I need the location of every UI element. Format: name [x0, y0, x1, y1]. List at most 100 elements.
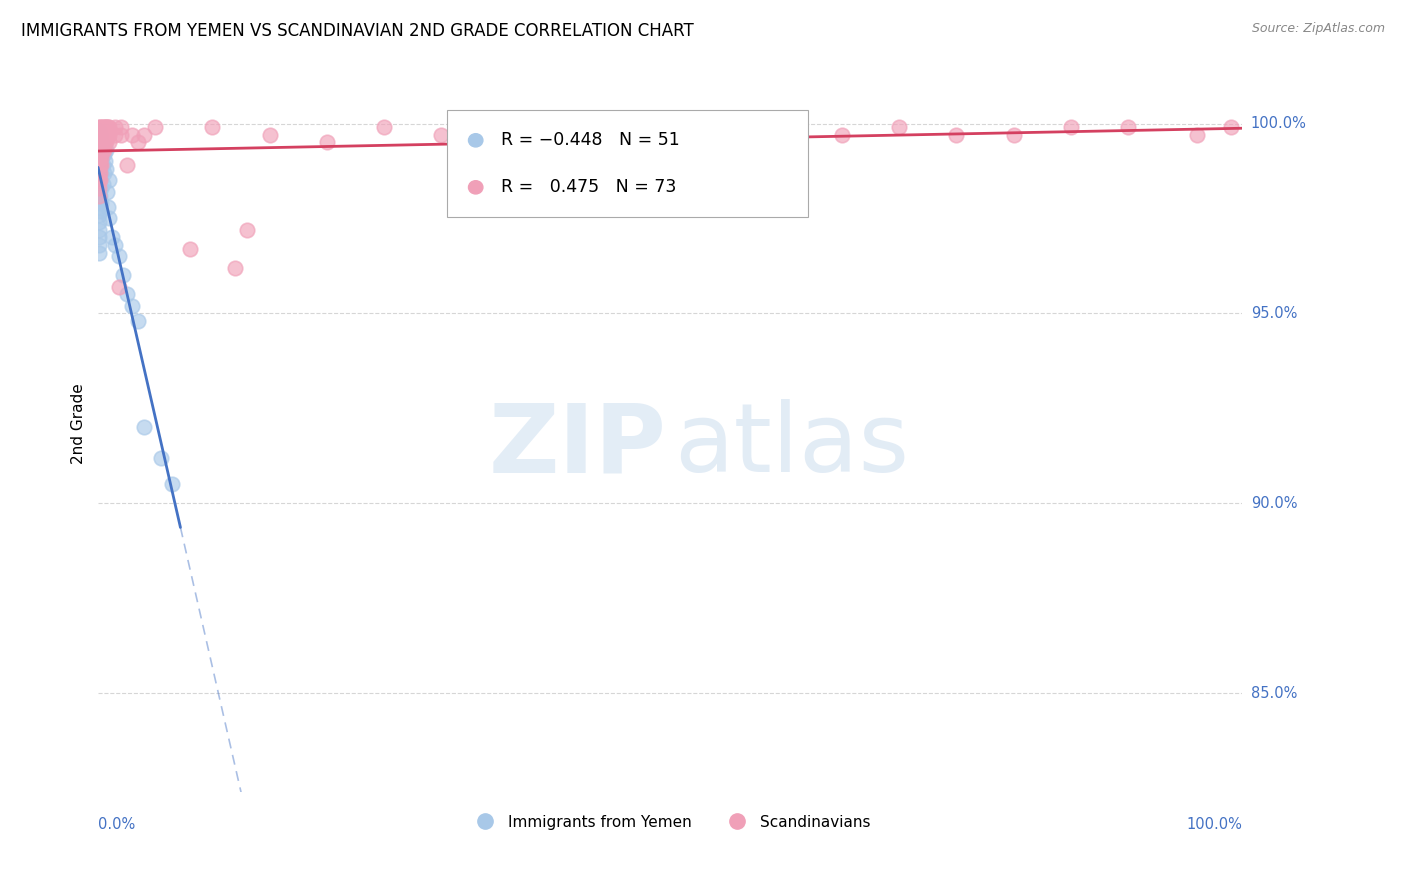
Point	[89, 139, 111, 153]
Point	[179, 242, 201, 256]
Point	[90, 136, 112, 150]
FancyBboxPatch shape	[447, 111, 807, 218]
Point	[98, 173, 121, 187]
Point	[1220, 120, 1243, 135]
Point	[93, 147, 115, 161]
Point	[96, 120, 118, 135]
Text: R =   0.475   N = 73: R = 0.475 N = 73	[501, 178, 676, 196]
Point	[89, 143, 111, 157]
Point	[98, 120, 121, 135]
Point	[89, 120, 111, 135]
Point	[89, 120, 111, 135]
Point	[91, 120, 114, 135]
Point	[89, 188, 111, 202]
Point	[89, 215, 111, 229]
Point	[94, 154, 117, 169]
Point	[89, 238, 111, 252]
Point	[90, 181, 112, 195]
Point	[488, 151, 510, 165]
Point	[107, 280, 129, 294]
Point	[98, 136, 121, 150]
Point	[96, 128, 118, 142]
Point	[89, 162, 111, 177]
Ellipse shape	[468, 134, 482, 147]
Point	[89, 151, 111, 165]
Point	[90, 196, 112, 211]
Point	[89, 193, 111, 207]
Point	[89, 200, 111, 214]
Point	[91, 178, 114, 192]
Point	[89, 203, 111, 218]
Point	[149, 450, 172, 465]
Point	[236, 223, 259, 237]
Point	[104, 120, 127, 135]
Point	[1060, 120, 1083, 135]
Point	[121, 299, 143, 313]
Point	[716, 128, 738, 142]
Point	[132, 128, 155, 142]
Point	[112, 268, 135, 283]
Point	[89, 166, 111, 180]
Point	[89, 136, 111, 150]
Point	[89, 181, 111, 195]
Point	[94, 136, 117, 150]
Point	[101, 230, 124, 244]
Point	[94, 128, 117, 142]
Point	[1116, 120, 1139, 135]
Text: 95.0%: 95.0%	[1251, 306, 1298, 321]
Point	[90, 136, 112, 150]
Point	[316, 136, 339, 150]
Point	[1185, 128, 1208, 142]
Legend: Immigrants from Yemen, Scandinavians: Immigrants from Yemen, Scandinavians	[464, 809, 877, 836]
Point	[945, 128, 967, 142]
Point	[90, 128, 112, 142]
Point	[89, 147, 111, 161]
Point	[90, 151, 112, 165]
Point	[115, 287, 138, 301]
Point	[831, 128, 853, 142]
Point	[89, 169, 111, 184]
Text: 0.0%: 0.0%	[98, 817, 135, 832]
Point	[89, 188, 111, 202]
Point	[89, 143, 111, 157]
Point	[127, 314, 149, 328]
Point	[97, 200, 120, 214]
Point	[94, 143, 117, 157]
Point	[602, 128, 624, 142]
Point	[91, 143, 114, 157]
Text: 90.0%: 90.0%	[1251, 496, 1298, 511]
Point	[91, 139, 114, 153]
Point	[89, 154, 111, 169]
Y-axis label: 2nd Grade: 2nd Grade	[72, 384, 86, 464]
Point	[1002, 128, 1025, 142]
Point	[90, 120, 112, 135]
Text: IMMIGRANTS FROM YEMEN VS SCANDINAVIAN 2ND GRADE CORRELATION CHART: IMMIGRANTS FROM YEMEN VS SCANDINAVIAN 2N…	[21, 22, 693, 40]
Point	[89, 158, 111, 172]
Point	[94, 120, 117, 135]
Point	[162, 477, 184, 491]
Point	[127, 136, 149, 150]
Text: 85.0%: 85.0%	[1251, 686, 1298, 701]
Point	[89, 124, 111, 138]
Point	[90, 151, 112, 165]
Text: Source: ZipAtlas.com: Source: ZipAtlas.com	[1251, 22, 1385, 36]
Point	[773, 120, 796, 135]
Point	[97, 128, 120, 142]
Point	[93, 143, 115, 157]
Point	[201, 120, 224, 135]
Text: 100.0%: 100.0%	[1187, 817, 1243, 832]
Point	[110, 120, 132, 135]
Point	[93, 136, 115, 150]
Text: atlas: atlas	[673, 399, 908, 492]
Point	[430, 128, 453, 142]
Point	[659, 120, 682, 135]
Point	[91, 128, 114, 142]
Point	[93, 120, 115, 135]
Point	[104, 128, 127, 142]
Point	[143, 120, 166, 135]
Point	[89, 173, 111, 187]
Point	[93, 128, 115, 142]
Point	[373, 120, 395, 135]
Point	[224, 260, 246, 275]
Point	[104, 238, 127, 252]
